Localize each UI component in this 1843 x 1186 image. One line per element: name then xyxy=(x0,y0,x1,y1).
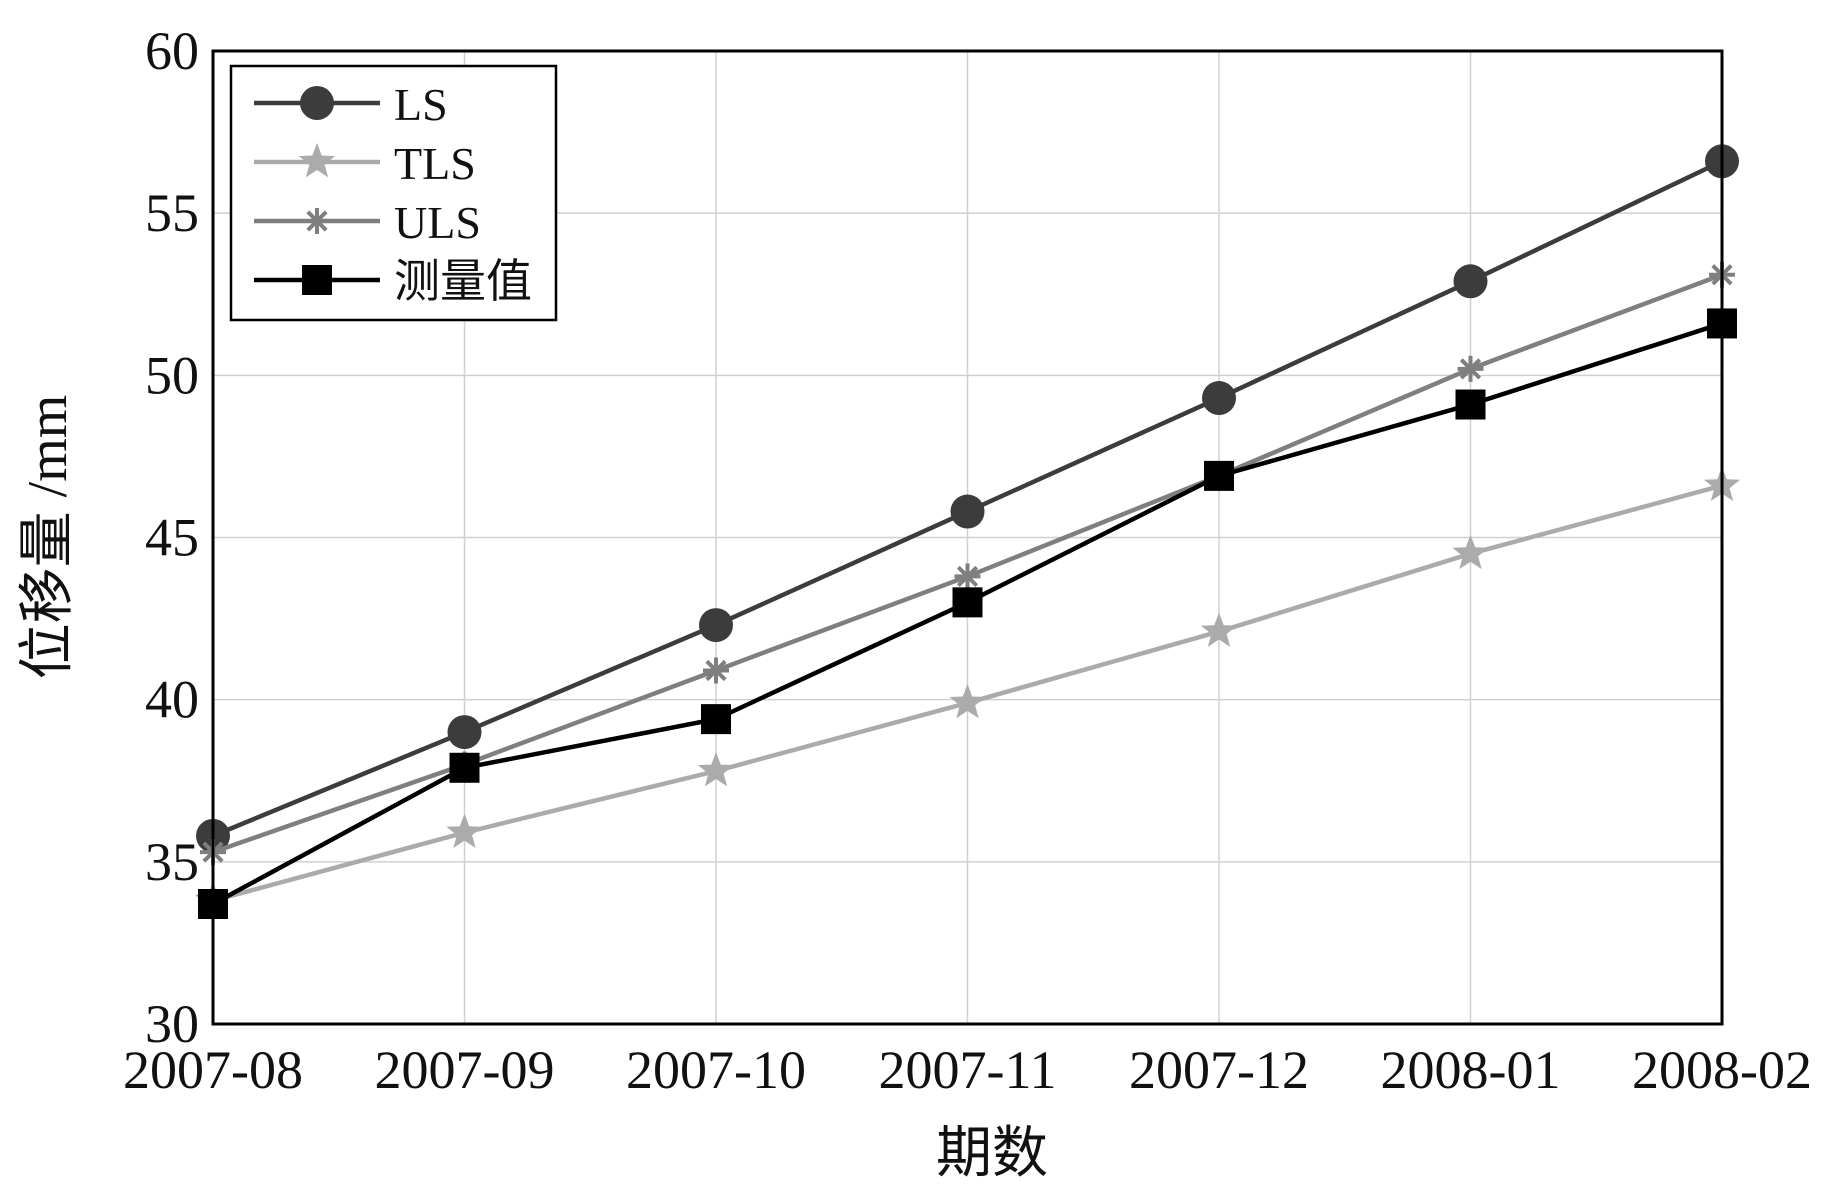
legend-label: 测量值 xyxy=(394,256,532,307)
data-point xyxy=(954,563,981,590)
x-axis: 2007-08 2007-09 2007-10 2007-11 2007-12 2008-… xyxy=(123,1040,1812,1100)
data-point xyxy=(1202,381,1236,416)
data-point xyxy=(703,657,729,684)
data-point xyxy=(952,587,983,618)
data-point xyxy=(1453,264,1488,299)
asterisk-stroke xyxy=(306,210,328,232)
asterisk-stroke xyxy=(956,565,979,588)
data-point xyxy=(950,494,985,529)
series-layer xyxy=(194,144,1741,919)
plot-frame xyxy=(211,49,1724,1026)
x-tick-label: 2007-09 xyxy=(375,1040,555,1100)
legend: LS TLS ULS 测量值 xyxy=(229,64,558,322)
data-point xyxy=(1452,534,1489,570)
y-tick-label: 40 xyxy=(145,670,199,730)
x-tick-label: 2007-12 xyxy=(1129,1040,1309,1100)
circle-icon xyxy=(300,86,334,120)
data-point xyxy=(449,752,480,783)
data-point xyxy=(1455,389,1486,420)
data-point xyxy=(447,715,482,750)
x-tick-label: 2007-11 xyxy=(879,1040,1057,1100)
legend-label: LS xyxy=(394,79,448,130)
y-tick-label: 30 xyxy=(145,994,199,1054)
data-point xyxy=(697,752,735,787)
asterisk-stroke xyxy=(1459,358,1482,380)
x-tick-label: 2008-01 xyxy=(1381,1040,1561,1100)
x-tick-label: 2007-10 xyxy=(626,1040,806,1100)
square-icon xyxy=(302,265,332,295)
legend-label: TLS xyxy=(394,138,476,189)
asterisk-icon xyxy=(304,208,330,234)
legend-item: LS xyxy=(254,79,448,130)
legend-label: ULS xyxy=(394,197,481,248)
y-tick-label: 55 xyxy=(145,183,199,243)
legend-box xyxy=(229,64,558,322)
data-point xyxy=(1457,355,1484,382)
legend-item: TLS xyxy=(254,138,476,189)
x-tick-label: 2007-08 xyxy=(123,1040,303,1100)
data-point xyxy=(1204,460,1234,491)
asterisk-stroke xyxy=(705,659,727,682)
y-tick-label: 45 xyxy=(145,508,199,568)
x-axis-label: 期数 xyxy=(936,1123,1048,1181)
star-icon xyxy=(298,143,336,178)
x-tick-label: 2008-02 xyxy=(1632,1040,1812,1100)
series-测量值 xyxy=(198,308,1737,919)
y-axis: 30 35 40 45 50 55 60 xyxy=(145,21,199,1054)
data-point xyxy=(446,813,483,848)
y-tick-label: 50 xyxy=(145,345,199,405)
data-point xyxy=(949,683,986,719)
legend-item: ULS xyxy=(254,197,481,248)
data-point xyxy=(701,704,731,735)
data-point xyxy=(699,608,733,643)
y-tick-label: 60 xyxy=(145,21,199,81)
y-axis-label: 位移量 /mm xyxy=(17,395,79,680)
data-point xyxy=(1200,612,1238,647)
y-tick-label: 35 xyxy=(145,832,199,892)
legend-item: 测量值 xyxy=(254,256,532,307)
